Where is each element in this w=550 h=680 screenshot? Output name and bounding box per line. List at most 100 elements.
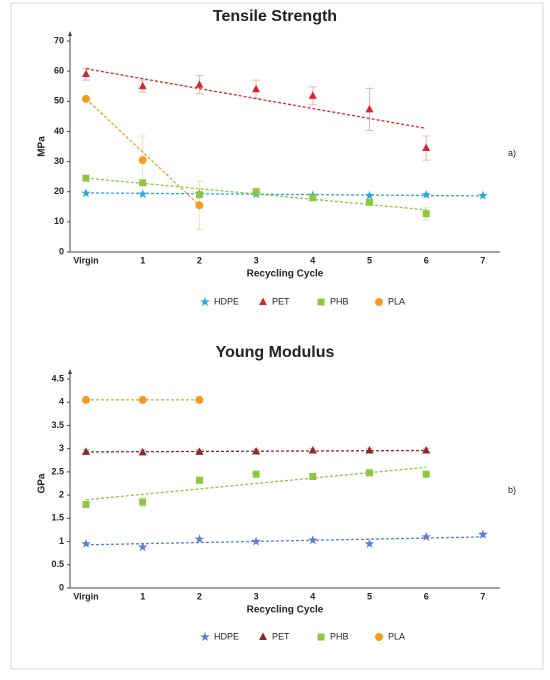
data-point <box>422 470 430 478</box>
x-tick-label: 4 <box>310 591 315 601</box>
data-point <box>138 81 147 90</box>
x-tick-label: 5 <box>367 591 372 601</box>
data-point <box>364 538 375 548</box>
data-point <box>252 470 260 478</box>
legend-label: PLA <box>388 296 405 306</box>
y-tick-label: 10 <box>54 216 64 226</box>
frame <box>10 2 544 670</box>
data-point <box>82 395 90 404</box>
x-tick-label: 3 <box>254 255 259 265</box>
trend-line <box>85 192 483 197</box>
y-tick-label: 60 <box>54 66 64 76</box>
data-point <box>195 476 203 484</box>
data-point <box>251 536 261 546</box>
y-axis-label: GPa <box>37 473 48 493</box>
x-tick-label: 7 <box>480 591 485 601</box>
trend-line <box>85 98 200 206</box>
legend-label: PLA <box>388 631 405 641</box>
data-point <box>309 473 317 481</box>
data-point <box>422 446 431 454</box>
data-point <box>139 179 147 187</box>
data-point <box>137 189 148 199</box>
legend-marker <box>317 298 325 306</box>
x-tick-label: 6 <box>424 591 429 601</box>
legend-marker <box>200 632 210 641</box>
legend-marker <box>200 297 210 306</box>
x-tick-label: 7 <box>480 255 485 265</box>
x-tick-label: 5 <box>367 255 372 265</box>
data-point <box>421 531 431 541</box>
data-point <box>308 446 317 454</box>
legend-marker <box>375 298 383 306</box>
trend-line <box>85 536 483 546</box>
x-tick-label: 3 <box>254 591 259 601</box>
x-tick-label: 2 <box>197 591 202 601</box>
y-tick-label: 2 <box>59 489 64 499</box>
x-tick-label: Virgin <box>73 591 98 601</box>
data-point <box>365 104 374 113</box>
legend-marker <box>317 633 325 641</box>
data-point <box>195 80 204 88</box>
y-tick-label: 4 <box>59 397 64 407</box>
legend-label: PET <box>272 631 290 641</box>
x-tick-label: 1 <box>140 255 145 265</box>
legend-marker <box>375 633 383 641</box>
data-point <box>195 191 203 199</box>
x-tick-label: Virgin <box>73 255 98 265</box>
data-point <box>137 542 148 552</box>
axis-arrow <box>68 369 72 374</box>
legend-label: PHB <box>330 296 349 306</box>
x-tick-label: 1 <box>140 591 145 601</box>
x-tick-label: 6 <box>424 255 429 265</box>
data-point <box>195 201 204 210</box>
data-point <box>195 395 204 404</box>
data-point <box>421 189 431 199</box>
y-tick-label: 70 <box>54 35 64 45</box>
y-tick-label: 0 <box>59 582 64 592</box>
legend-marker <box>259 297 267 305</box>
data-point <box>366 198 373 206</box>
y-tick-label: 0 <box>59 246 64 256</box>
data-point <box>81 538 91 548</box>
data-point <box>252 446 261 455</box>
y-tick-label: 20 <box>54 186 64 196</box>
x-tick-label: 2 <box>197 255 202 265</box>
chart-title: Young Modulus <box>216 344 335 361</box>
y-axis-label: MPa <box>37 136 48 157</box>
data-point <box>252 188 260 196</box>
data-point <box>366 469 373 477</box>
data-point <box>138 395 147 404</box>
data-point <box>364 190 375 200</box>
y-tick-label: 1.5 <box>51 513 64 523</box>
data-point <box>82 447 90 455</box>
y-tick-label: 4.5 <box>51 373 64 383</box>
data-point <box>478 190 488 200</box>
y-tick-label: 3.5 <box>51 420 64 430</box>
data-point <box>138 156 147 165</box>
trend-line <box>85 68 427 130</box>
panel-label: b) <box>508 485 516 495</box>
y-tick-label: 30 <box>54 156 64 166</box>
data-point <box>82 69 90 78</box>
y-tick-label: 0.5 <box>51 559 64 569</box>
legend-label: HDPE <box>214 631 239 641</box>
data-point <box>365 446 374 454</box>
y-tick-label: 1 <box>59 536 64 546</box>
data-point <box>422 210 430 218</box>
legend-label: PET <box>272 296 290 306</box>
data-point <box>139 498 147 506</box>
panel-label: a) <box>508 148 516 158</box>
data-point <box>195 447 204 455</box>
data-point <box>252 84 261 93</box>
legend-label: HDPE <box>214 296 239 306</box>
data-point <box>82 500 90 508</box>
y-tick-label: 50 <box>54 96 64 106</box>
axis-arrow <box>68 31 72 36</box>
data-point <box>82 94 90 103</box>
data-point <box>478 529 488 539</box>
data-point <box>308 535 318 545</box>
data-point <box>308 91 317 99</box>
legend-marker <box>259 632 267 640</box>
